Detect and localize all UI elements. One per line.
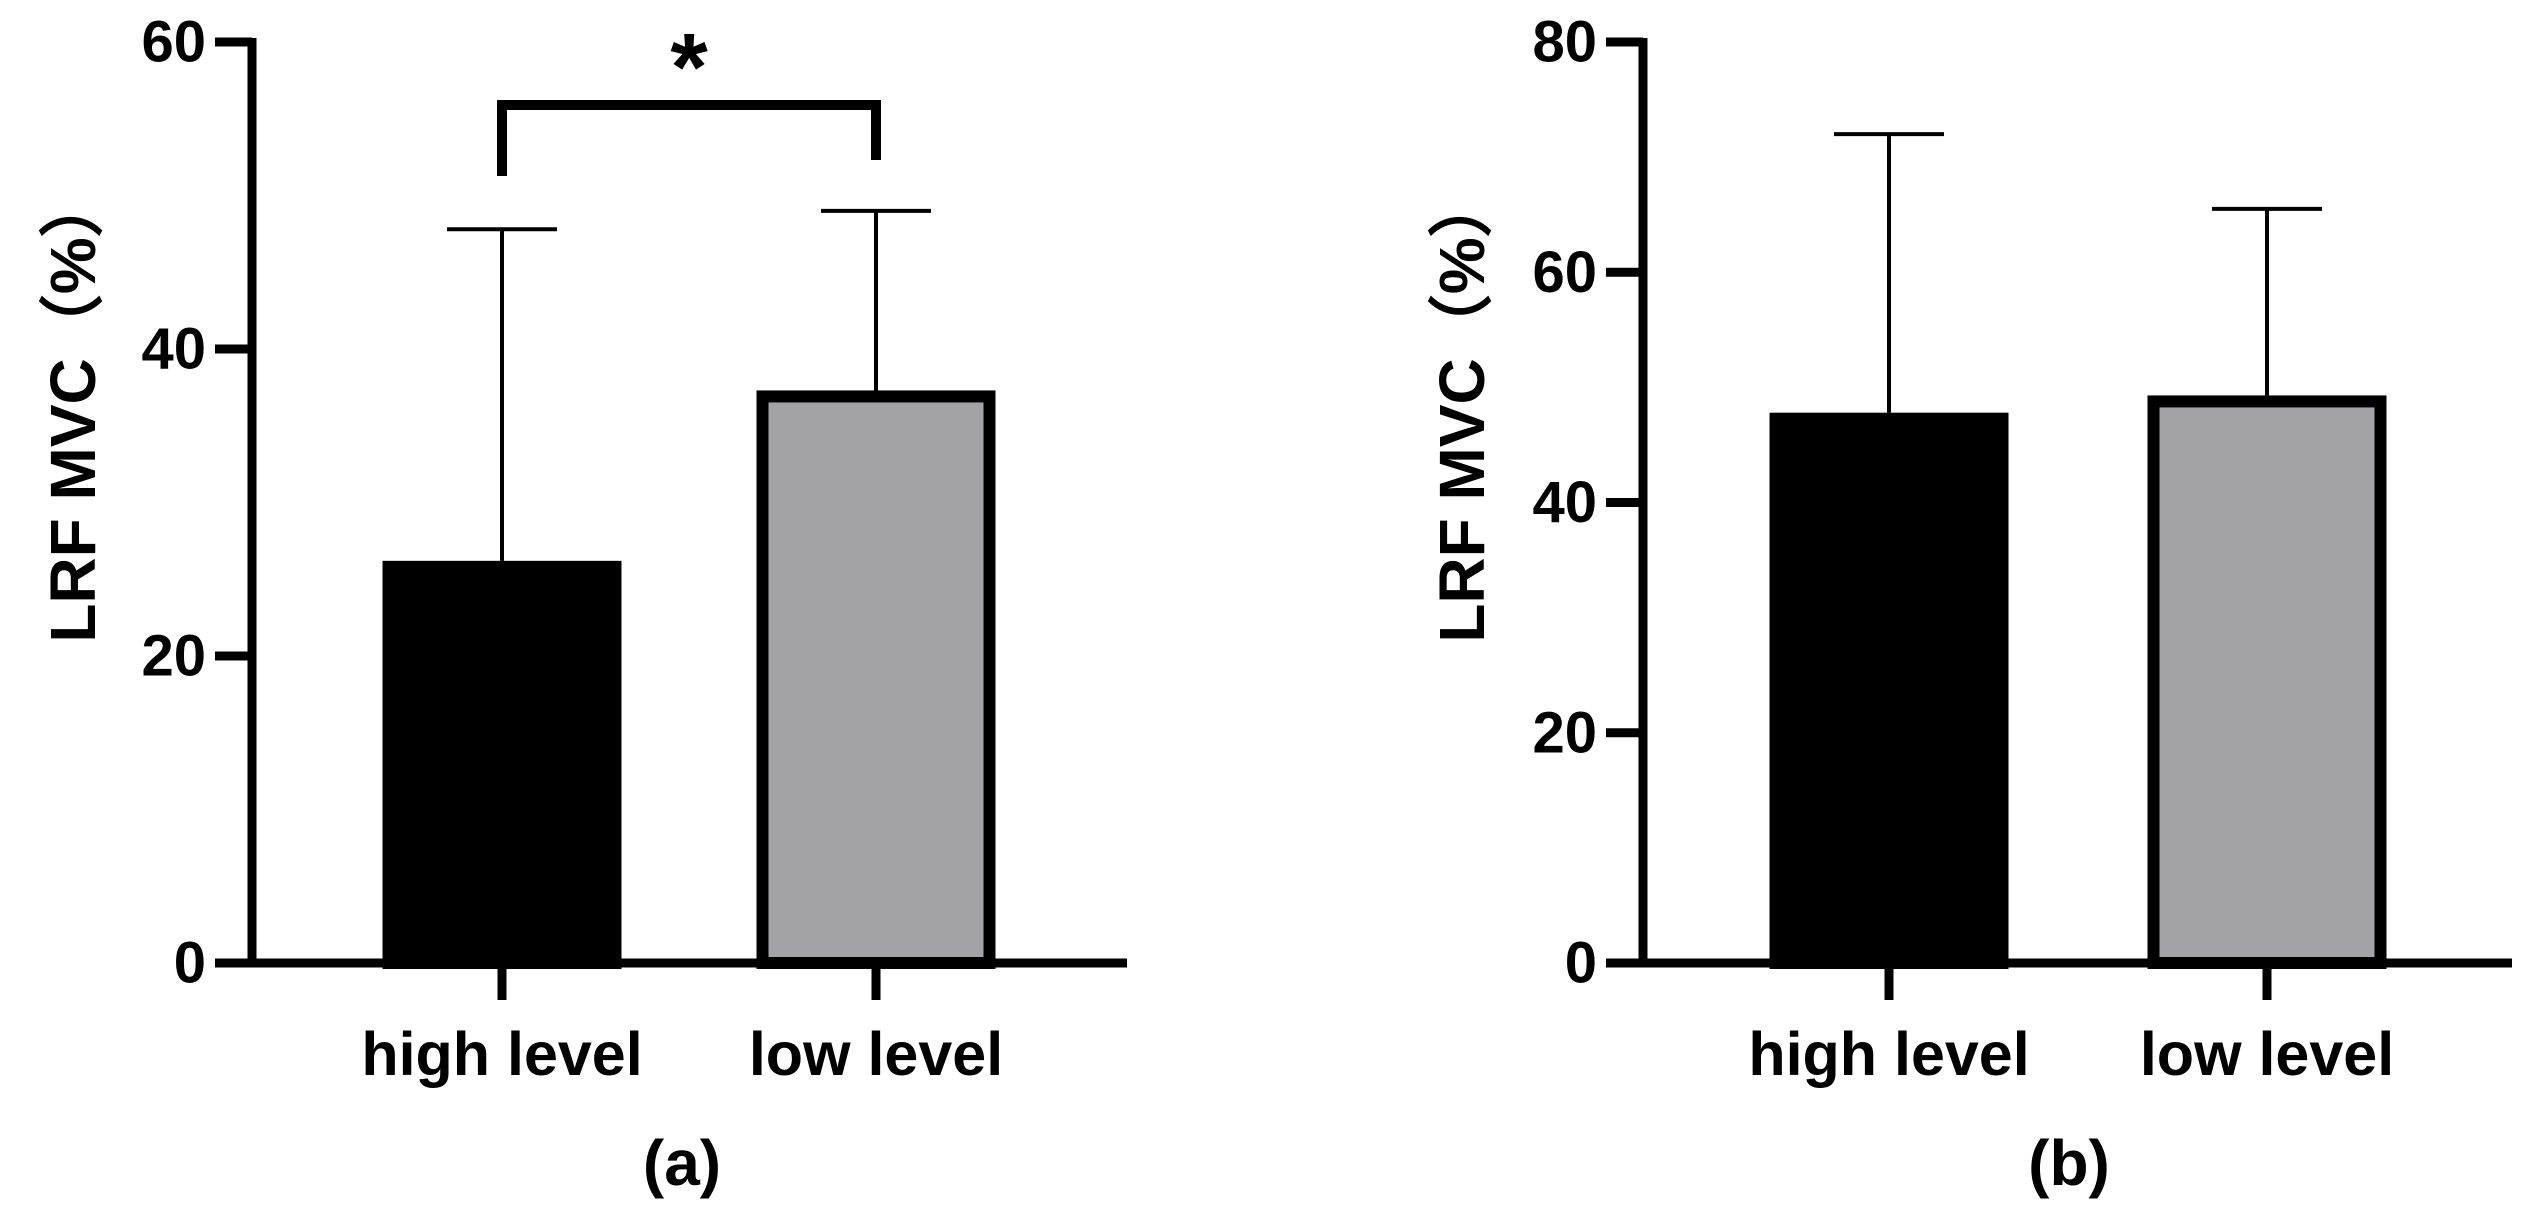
panel-b: LRF MVC（%） (b) high level low level 0 20 40 6… (1426, 10, 2512, 1199)
y-axis-label-a: LRF MVC（%） (37, 173, 109, 642)
y-tick-label-b-2: 40 (1532, 470, 1597, 535)
y-tick-label-a-2: 40 (141, 317, 206, 382)
x-tick-label-a-1: high level (361, 1020, 642, 1088)
y-tick-label-a-1: 20 (141, 624, 206, 689)
y-tick-label-a-0: 0 (174, 931, 206, 996)
panel-label-a: (a) (643, 1127, 721, 1199)
panel-label-b: (b) (2028, 1127, 2110, 1199)
bar-a-1 (382, 560, 622, 970)
panel-a: LRF MVC（%） (a) high level low level 0 20 40 6… (37, 10, 1127, 1199)
x-tick-label-b-1: high level (1748, 1020, 2029, 1088)
y-tick-label-a-3: 60 (141, 10, 206, 75)
y-tick-label-b-0: 0 (1565, 931, 1597, 996)
x-tick-label-b-2: low level (2140, 1020, 2394, 1088)
y-tick-label-b-3: 60 (1532, 240, 1597, 305)
x-tick-label-a-2: low level (749, 1020, 1003, 1088)
y-axis-label-b: LRF MVC（%） (1426, 173, 1498, 642)
significance-bracket-a (497, 100, 881, 176)
y-tick-label-b-4: 80 (1532, 10, 1597, 75)
bar-b-1 (1769, 412, 2009, 969)
bar-b-2 (2147, 395, 2387, 969)
significance-marker-a: * (670, 14, 708, 121)
y-tick-label-b-1: 20 (1532, 700, 1597, 765)
bar-a-2 (756, 390, 996, 969)
